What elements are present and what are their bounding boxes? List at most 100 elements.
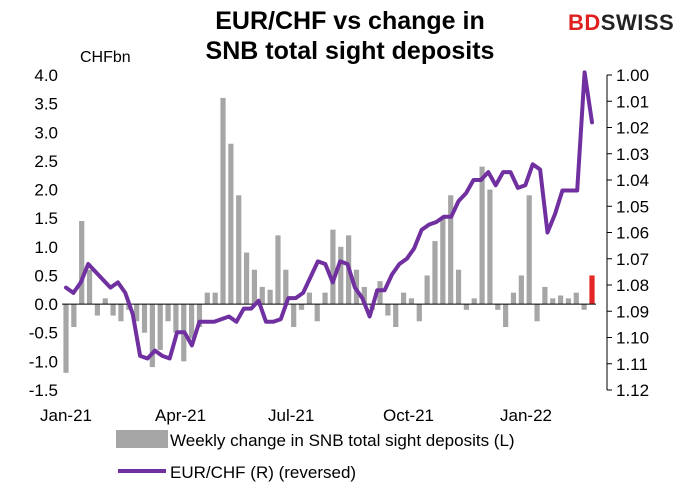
brand-logo-part1: BD	[568, 10, 601, 35]
bar	[361, 286, 367, 305]
x-tick-label: Apr-21	[155, 406, 206, 425]
brand-logo: BDSWISS	[568, 10, 674, 36]
bar	[291, 304, 297, 327]
left-tick-label: 0.5	[34, 266, 58, 285]
bar	[448, 195, 454, 305]
bar	[400, 292, 407, 305]
right-tick-label: 1.07	[616, 250, 649, 269]
bar	[503, 304, 509, 327]
legend-bar-label: Weekly change in SNB total sight deposit…	[170, 431, 515, 450]
bar	[94, 304, 101, 316]
brand-logo-part2: SWISS	[600, 10, 675, 35]
right-tick-label: 1.00	[616, 66, 649, 85]
bar	[408, 298, 415, 305]
bar	[204, 292, 210, 305]
bar	[534, 304, 540, 322]
chart-title: EUR/CHF vs change in SNB total sight dep…	[90, 6, 610, 66]
x-tick-label: Jul-21	[268, 406, 314, 425]
bar	[471, 298, 477, 305]
bar	[275, 235, 281, 305]
right-tick-label: 1.06	[616, 224, 649, 243]
x-tick-label: Oct-21	[383, 406, 434, 425]
bar	[463, 304, 469, 310]
right-tick-label: 1.11	[616, 355, 648, 374]
right-tick-label: 1.09	[616, 302, 649, 321]
bar	[440, 218, 446, 305]
left-tick-label: 2.5	[34, 152, 58, 171]
bar	[322, 292, 328, 305]
left-tick-label: 1.0	[34, 238, 58, 257]
bar	[518, 275, 524, 305]
bar	[243, 252, 250, 305]
left-tick-label: 0.0	[34, 295, 58, 314]
x-tick-label: Jan-22	[500, 406, 552, 425]
bar	[165, 304, 171, 322]
bar	[173, 304, 179, 333]
left-tick-label: -1.5	[29, 381, 58, 400]
bar	[267, 289, 273, 305]
right-tick-label: 1.04	[616, 171, 649, 190]
bar	[149, 304, 155, 368]
bar	[393, 304, 399, 327]
bar	[377, 281, 383, 305]
bar	[251, 269, 258, 305]
bar	[416, 304, 422, 322]
bar	[189, 304, 195, 339]
bar	[298, 304, 305, 310]
right-tick-label: 1.12	[616, 381, 649, 400]
bar	[118, 304, 124, 322]
bar	[455, 269, 462, 305]
bar	[314, 304, 320, 322]
bar	[228, 143, 234, 305]
bar	[479, 166, 485, 305]
bar	[526, 195, 532, 305]
bar	[236, 195, 242, 305]
bar	[510, 292, 517, 305]
right-tick-label: 1.08	[616, 276, 649, 295]
bar	[487, 189, 493, 305]
bar	[589, 275, 595, 305]
bar	[542, 286, 548, 305]
bar	[306, 292, 312, 305]
bar	[220, 97, 226, 305]
bar	[385, 304, 391, 316]
left-tick-label: 2.0	[34, 181, 58, 200]
bar	[259, 286, 265, 305]
bar	[573, 292, 579, 305]
chart-title-line1: EUR/CHF vs change in	[215, 7, 485, 35]
bar	[86, 269, 93, 305]
bar	[550, 298, 556, 305]
bar	[330, 229, 336, 305]
bar	[157, 304, 163, 350]
bar	[79, 221, 85, 305]
bar	[102, 298, 108, 305]
bar	[134, 304, 140, 322]
bar	[71, 304, 77, 327]
legend-line-label: EUR/CHF (R) (reversed)	[170, 463, 356, 482]
left-tick-label: 1.5	[34, 209, 58, 228]
bar	[565, 298, 572, 305]
x-tick-label: Jan-21	[40, 406, 92, 425]
left-tick-label: 4.0	[34, 66, 58, 85]
bar	[196, 304, 203, 327]
left-tick-label: -1.0	[29, 352, 58, 371]
bar	[283, 269, 289, 305]
bar	[63, 304, 69, 373]
bar	[141, 304, 148, 333]
bar	[432, 241, 438, 305]
bar	[581, 304, 587, 310]
left-axis-unit: CHFbn	[80, 49, 131, 66]
right-tick-label: 1.03	[616, 145, 649, 164]
right-tick-label: 1.05	[616, 197, 649, 216]
legend-bar-swatch	[116, 430, 168, 448]
chart-title-line2: SNB total sight deposits	[205, 37, 495, 65]
bar	[110, 304, 116, 316]
bar	[424, 275, 430, 305]
bar	[338, 246, 344, 305]
eurchf-line	[64, 70, 594, 361]
right-tick-label: 1.10	[616, 329, 649, 348]
left-tick-label: 3.0	[34, 123, 58, 142]
left-tick-label: 3.5	[34, 95, 58, 114]
left-tick-label: -0.5	[29, 324, 58, 343]
